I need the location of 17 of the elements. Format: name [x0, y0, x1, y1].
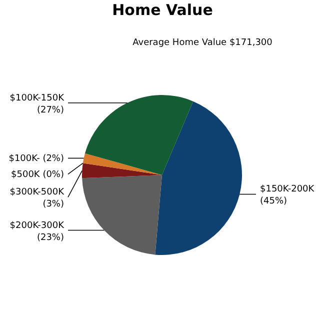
data-label: (27%) [36, 105, 64, 116]
slice-label: $100K- (2%) [8, 154, 64, 164]
slice-label: $100K-150K [10, 93, 66, 104]
pie-slice [84, 95, 194, 175]
category-label: $500K (0%) [11, 170, 64, 180]
data-label: (45%) [260, 196, 288, 207]
chart-subtitle: Average Home Value $171,300 [132, 38, 273, 48]
chart-title: Home Value [112, 1, 213, 19]
pie-slice [82, 163, 162, 178]
pie-slice [155, 101, 242, 255]
pie-slice [82, 175, 162, 255]
data-label: (23%) [36, 232, 64, 243]
data-label: (3%) [42, 200, 64, 210]
slice-label: $150K-200K [260, 184, 316, 195]
slice-label: $300K-500K [10, 188, 66, 198]
slice-label: $200K-300K [10, 220, 66, 231]
pie-slice [82, 153, 162, 175]
